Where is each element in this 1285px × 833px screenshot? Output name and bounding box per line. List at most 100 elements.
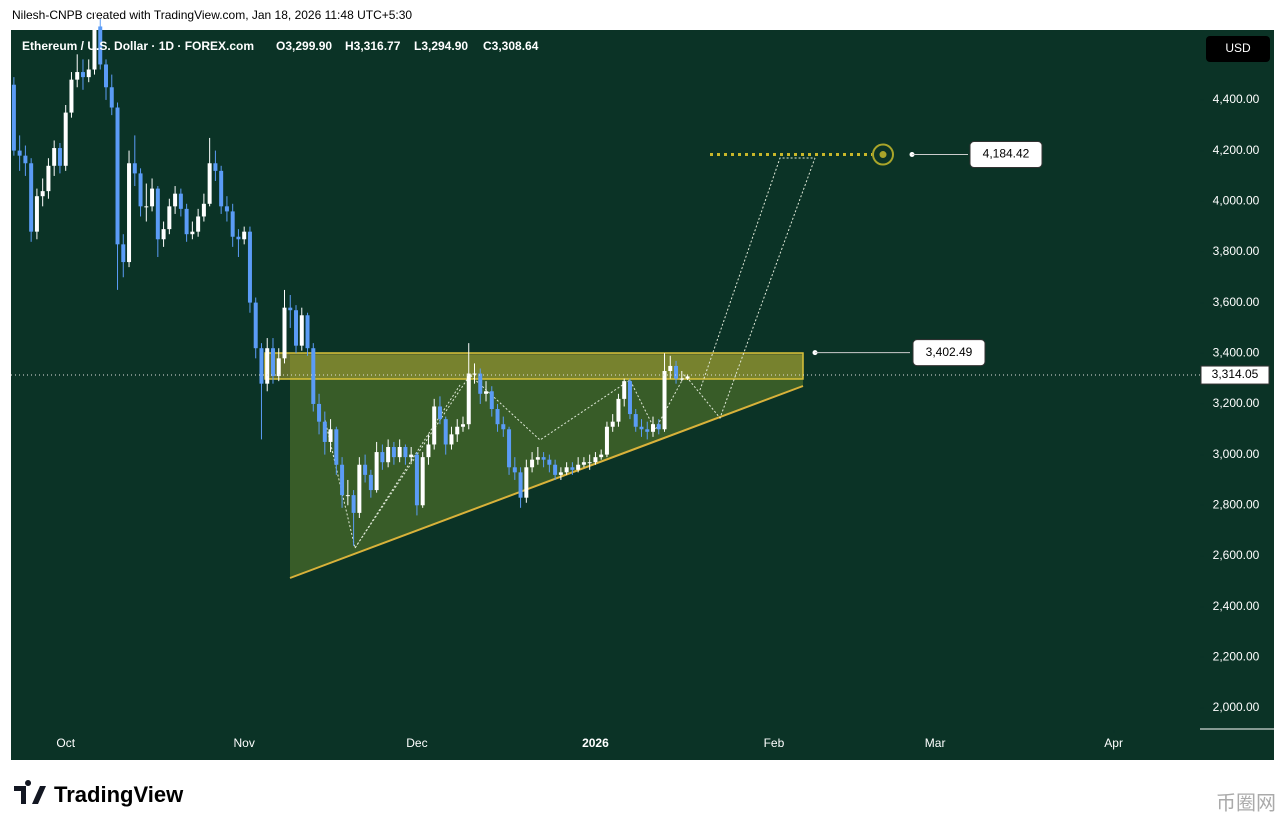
candle-body — [184, 208, 189, 235]
candle-body — [311, 348, 316, 404]
projection-path — [324, 157, 816, 550]
candle-body — [63, 112, 68, 166]
candle-body — [121, 244, 126, 263]
target-ring — [872, 143, 894, 166]
candle-body — [265, 348, 270, 384]
candle-body — [161, 229, 166, 240]
candle-body — [363, 464, 368, 475]
candle-body — [127, 163, 132, 263]
header: Nilesh-CNPB created with TradingView.com… — [12, 8, 412, 22]
logo: TradingView — [14, 780, 184, 807]
candle-body — [207, 163, 212, 204]
candle-body — [576, 464, 581, 470]
candle-body — [11, 84, 16, 151]
candle-body — [213, 163, 218, 171]
ohlc-open: O3,299.90 — [276, 39, 332, 53]
candle-body — [34, 196, 39, 232]
candle-body — [219, 170, 224, 207]
candle-body — [432, 406, 437, 445]
x-tick-label: Apr — [1104, 736, 1123, 750]
candle-body — [345, 495, 350, 497]
candle-body — [317, 403, 322, 422]
candle-body — [322, 421, 327, 442]
candle-body — [80, 72, 85, 78]
candle-body — [29, 163, 34, 232]
candle-body — [328, 429, 333, 442]
candle-body — [132, 163, 137, 174]
candle-body — [616, 398, 621, 422]
candle-body — [167, 206, 172, 230]
ohlc-close: C3,308.64 — [483, 39, 539, 53]
candle-body — [23, 155, 28, 164]
candle-body — [299, 315, 304, 346]
x-tick-label: 2026 — [582, 736, 609, 750]
candle-body — [478, 373, 483, 394]
candle-body — [518, 472, 523, 498]
candle-body — [374, 452, 379, 491]
logo-icon — [14, 780, 46, 804]
watermark: 币圈网 — [1216, 791, 1276, 814]
candle-body — [86, 69, 91, 78]
y-tick-label: 3,400.00 — [1213, 345, 1260, 359]
candle-body — [224, 206, 229, 212]
candle-body — [627, 381, 632, 415]
candle-body — [547, 459, 552, 465]
projection-path — [699, 157, 815, 391]
marks: 2,000.00 2,200.00 2,400.00 2,600.00 2,800.00… — [11, 8, 1270, 750]
candle-body — [633, 414, 638, 427]
candle-body — [288, 307, 293, 311]
candle-body — [437, 406, 442, 420]
candle-body — [622, 381, 627, 399]
y-tick-label: 2,400.00 — [1213, 599, 1260, 613]
y-tick-label: 2,800.00 — [1213, 497, 1260, 511]
candle-body — [259, 348, 264, 384]
symbol-title: Ethereum / U.S. Dollar · 1D · FOREX.com — [22, 39, 254, 53]
candle-body — [190, 231, 195, 235]
candle-body — [564, 467, 569, 473]
candle-body — [270, 348, 275, 377]
candle-body — [340, 464, 345, 496]
candle-body — [40, 191, 45, 197]
candle-body — [403, 447, 408, 458]
last-price-box — [1200, 365, 1270, 385]
x-tick-label: Oct — [56, 736, 75, 750]
y-tick-label: 3,800.00 — [1213, 244, 1260, 258]
resistance-box — [912, 339, 986, 367]
target-dot — [879, 151, 887, 159]
candle-body — [604, 426, 609, 455]
logo-text: TradingView — [54, 782, 184, 807]
target-label: 4,184.42 — [983, 147, 1030, 161]
candle-body — [599, 454, 604, 458]
candle-body — [397, 447, 402, 458]
candle-body — [524, 467, 529, 498]
ohlc-high: H3,316.77 — [345, 39, 401, 53]
x-tick-label: Mar — [925, 736, 946, 750]
candle-body — [155, 188, 160, 240]
candle-body — [391, 447, 396, 458]
candle-body — [230, 211, 235, 237]
candle-body — [685, 376, 690, 379]
candle-body — [489, 391, 494, 410]
currency-box[interactable] — [1206, 36, 1270, 62]
candle-body — [386, 447, 391, 463]
candle-body — [46, 165, 51, 192]
y-tick-label: 4,400.00 — [1213, 92, 1260, 106]
triangle-fill — [290, 355, 803, 578]
candle-body — [196, 216, 201, 232]
y-tick-label: 3,200.00 — [1213, 396, 1260, 410]
y-tick-label: 4,200.00 — [1213, 143, 1260, 157]
candle-body — [495, 409, 500, 425]
candle-body — [282, 307, 287, 359]
candle-body — [98, 26, 103, 65]
candle-body — [420, 457, 425, 506]
last-price-label: 3,314.05 — [1212, 367, 1259, 381]
candle-body — [460, 424, 465, 427]
candle-body — [57, 148, 62, 166]
resistance-label: 3,402.49 — [926, 345, 973, 359]
candle-body — [426, 444, 431, 458]
currency[interactable]: USD — [1225, 41, 1251, 55]
candle-body — [17, 150, 22, 156]
y-tick-label: 2,600.00 — [1213, 548, 1260, 562]
candle-body — [570, 467, 575, 470]
